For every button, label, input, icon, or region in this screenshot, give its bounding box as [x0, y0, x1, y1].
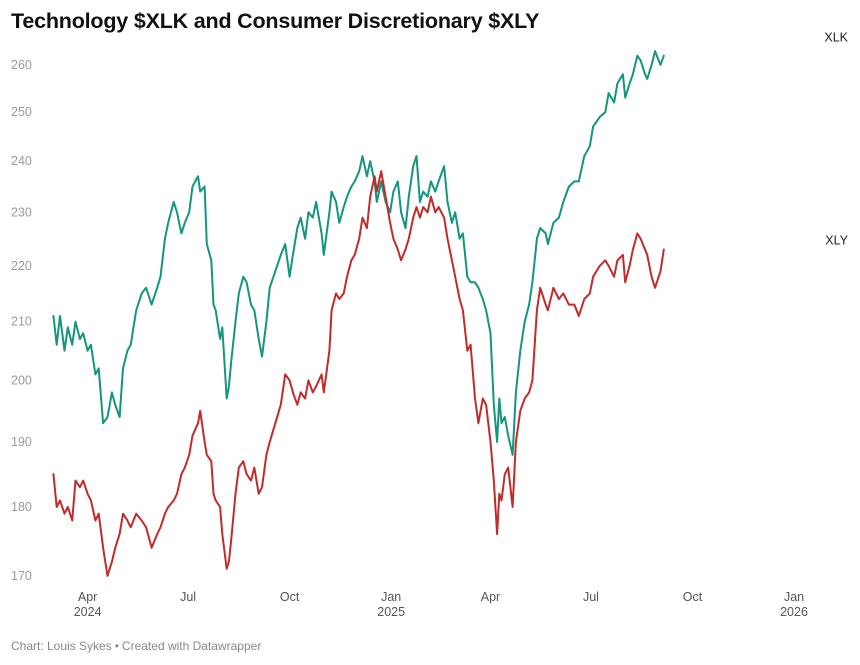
- x-tick-label: Jan: [784, 590, 804, 604]
- series-label-xlk: XLK: [824, 31, 848, 45]
- series-label-xly: XLY: [825, 233, 848, 247]
- x-tick-label: Jan: [381, 590, 401, 604]
- y-tick-label: 170: [11, 569, 32, 583]
- x-tick-label: Oct: [280, 590, 300, 604]
- y-tick-label: 250: [11, 105, 32, 119]
- y-tick-label: 260: [11, 58, 32, 72]
- credit-text: Chart: Louis Sykes: [11, 639, 112, 653]
- x-tick-label: Jul: [583, 590, 599, 604]
- y-tick-label: 210: [11, 315, 32, 329]
- tool-credit-link[interactable]: Created with Datawrapper: [121, 639, 262, 653]
- series-line-xly: [52, 170, 665, 577]
- separator-dot: •: [114, 639, 119, 653]
- x-tick-year-label: 2024: [74, 605, 102, 619]
- y-tick-label: 190: [11, 435, 32, 449]
- chart-footer: Chart: Louis Sykes • Created with Datawrap…: [11, 639, 261, 653]
- x-tick-label: Apr: [481, 590, 500, 604]
- x-tick-year-label: 2026: [780, 605, 808, 619]
- y-tick-label: 220: [11, 259, 32, 273]
- x-tick-label: Jul: [180, 590, 196, 604]
- series-labels: XLK XLY: [824, 31, 848, 248]
- series-line-xlk: [52, 50, 665, 456]
- chart-title: Technology $XLK and Consumer Discretiona…: [11, 9, 540, 33]
- series-lines: [52, 50, 665, 577]
- x-tick-label: Oct: [683, 590, 703, 604]
- x-tick-year-label: 2025: [377, 605, 405, 619]
- y-tick-label: 230: [11, 205, 32, 219]
- x-tick-label: Apr: [78, 590, 97, 604]
- y-tick-label: 200: [11, 373, 32, 387]
- y-tick-label: 240: [11, 154, 32, 168]
- y-axis: 170 180 190 200 210 220 230 240 250 260: [11, 58, 32, 583]
- y-tick-label: 180: [11, 500, 32, 514]
